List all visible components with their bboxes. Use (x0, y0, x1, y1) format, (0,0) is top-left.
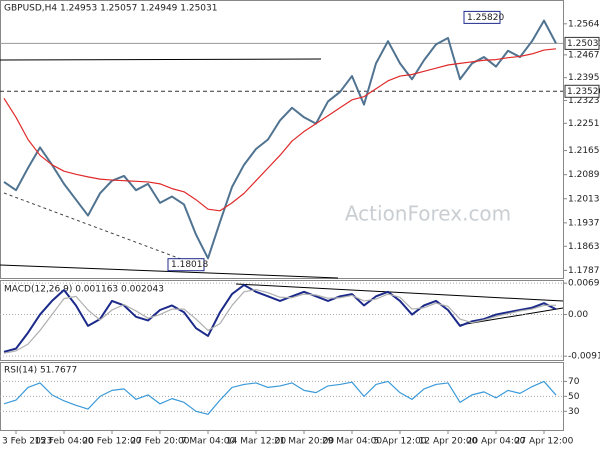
y-tick-label: 0.00 (568, 310, 588, 320)
annotation-box (167, 258, 205, 272)
x-tick-label: 3 Feb 2023 (2, 437, 52, 447)
macd-trend-line (235, 283, 564, 302)
x-tick-label: 14 Mar 12:00 (226, 437, 286, 447)
x-tick-label: 5 Apr 12:00 (374, 437, 427, 447)
series-line (3, 380, 557, 415)
level-label: 1.25031 (567, 39, 600, 49)
y-tick-label: 1.20890 (568, 170, 600, 180)
x-tick-label: 20 Apr 04:00 (467, 437, 526, 447)
resistance-line (0, 58, 322, 61)
price-panel (0, 0, 564, 279)
annotation-label: 1.25820 (467, 13, 504, 23)
y-tick-label: 70 (568, 377, 580, 387)
y-tick-label: 1.24670 (568, 50, 600, 60)
x-tick-label: 12 Apr 20:00 (419, 437, 478, 447)
x-tick-label: 27 Apr 12:00 (515, 437, 574, 447)
y-tick-label: 1.21650 (568, 146, 600, 156)
y-tick-label: -0.009158 (568, 352, 600, 362)
macd-title: MACD(12,26,9) 0.001163 0.002043 (4, 285, 164, 295)
y-tick-label: 30 (568, 407, 580, 417)
level-box (564, 36, 600, 50)
series-line (3, 19, 557, 260)
y-tick-label: 1.17870 (568, 266, 600, 276)
y-tick-label: 0.0069 (568, 279, 600, 289)
macd-panel (0, 280, 564, 361)
watermark: ActionForex.com (345, 202, 511, 226)
level-label: 1.23520 (567, 87, 600, 97)
series-line (3, 48, 557, 212)
y-tick-label: 1.22510 (568, 119, 600, 129)
price-title: GBPUSD,H4 1.24953 1.25057 1.24949 1.2503… (4, 4, 217, 14)
y-tick-label: 1.25649 (568, 19, 600, 29)
y-tick-label: 1.23230 (568, 96, 600, 106)
y-tick-label: 50 (568, 392, 580, 402)
series-line (3, 284, 557, 353)
x-tick-label: 15 Feb 04:00 (34, 437, 93, 447)
level-box (564, 84, 600, 98)
y-tick-label: 1.18630 (568, 242, 600, 252)
x-tick-label: 29 Mar 04:00 (322, 437, 382, 447)
x-tick-label: 7 Mar 04:00 (181, 437, 236, 447)
y-tick-label: 1.20130 (568, 194, 600, 204)
support-line (0, 264, 339, 279)
rsi-title: RSI(14) 51.7677 (4, 366, 77, 376)
series-line (3, 288, 557, 354)
annotation-box (463, 10, 501, 24)
y-tick-label: 1.23950 (568, 73, 600, 83)
x-tick-label: 21 Mar 20:00 (274, 437, 334, 447)
y-tick-label: 1.19370 (568, 218, 600, 228)
annotation-label: 1.18018 (171, 260, 208, 270)
x-tick-label: 27 Feb 20:00 (130, 437, 189, 447)
x-tick-label: 20 Feb 12:00 (82, 437, 141, 447)
